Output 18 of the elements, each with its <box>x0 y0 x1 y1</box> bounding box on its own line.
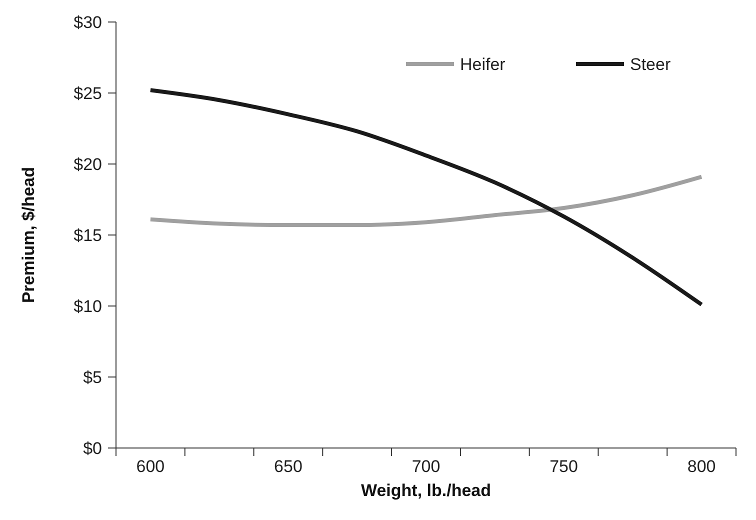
line-series <box>148 174 704 228</box>
y-tick-label: $25 <box>74 84 102 103</box>
y-axis-title: Premium, $/head <box>19 166 38 304</box>
x-tick-label: 600 <box>136 457 165 476</box>
x-tick-label: 700 <box>412 457 440 476</box>
y-tick-label: $0 <box>83 438 102 458</box>
y-tick-label: $15 <box>74 226 102 245</box>
y-tick-label: $30 <box>74 12 102 32</box>
legend-label: Heifer <box>460 54 506 74</box>
y-tick-label: $20 <box>74 154 102 174</box>
line-series <box>148 88 704 307</box>
x-tick-label: 800 <box>687 457 716 476</box>
y-tick-label: $10 <box>74 296 102 316</box>
x-tick-label: 650 <box>274 457 302 476</box>
y-tick-label: $5 <box>83 368 102 387</box>
x-tick-label: 750 <box>550 457 578 476</box>
x-axis-title: Weight, lb./head <box>360 481 492 500</box>
legend-label: Steer <box>630 54 671 74</box>
